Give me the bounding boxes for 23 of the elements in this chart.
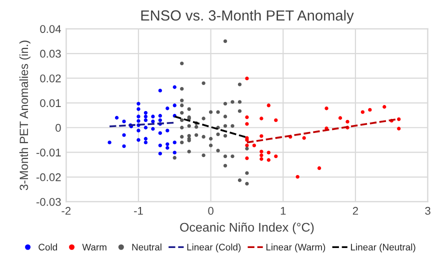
x-tick-label: 3 <box>425 206 430 215</box>
y-tick-label: -0.01 <box>36 148 61 156</box>
x-tick-label: 2 <box>352 206 358 215</box>
legend-label: Cold <box>38 244 57 250</box>
y-tick-label: -0.02 <box>36 173 61 182</box>
y-axis-title: 3-Month PET Anomalies (in.) <box>19 40 30 190</box>
y-tick-label: 0.04 <box>40 25 61 33</box>
x-axis-title: Oceanic Niño Index (°C) <box>180 222 314 234</box>
x-tick-label: 0 <box>208 206 214 215</box>
x-tick-label: -2 <box>62 206 71 215</box>
legend-label: Linear (Warm) <box>266 244 326 252</box>
legend-label: Warm <box>82 244 106 250</box>
x-tick-label: -1 <box>134 207 143 215</box>
chart-title: ENSO vs. 3-Month PET Anomaly <box>141 10 354 24</box>
legend-label: Linear (Neutral) <box>350 244 416 252</box>
legend-label: Neutral <box>132 244 162 250</box>
y-tick-label: 0.03 <box>40 50 61 58</box>
y-tick-label: 0.01 <box>40 99 61 108</box>
y-tick-label: -0.03 <box>36 198 61 206</box>
x-tick-label: 1 <box>280 207 286 215</box>
y-tick-label: 0.02 <box>40 74 61 82</box>
y-tick-label: 0 <box>56 124 61 132</box>
legend-label: Linear (Cold) <box>187 244 241 252</box>
